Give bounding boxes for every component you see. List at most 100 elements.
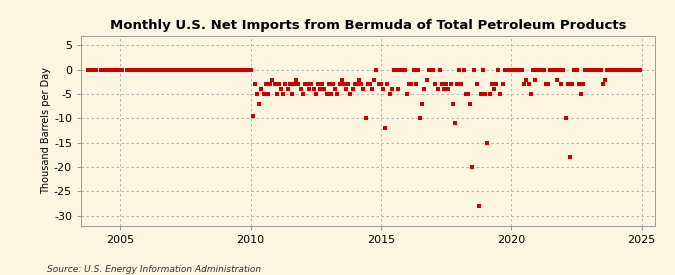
Point	[367, 87, 378, 92]
Point	[145, 68, 156, 72]
Point	[313, 82, 323, 87]
Point	[404, 82, 414, 87]
Point	[547, 68, 558, 72]
Point	[480, 92, 491, 96]
Point	[245, 68, 256, 72]
Point	[169, 68, 180, 72]
Point	[599, 77, 610, 82]
Point	[362, 82, 373, 87]
Point	[297, 92, 308, 96]
Point	[517, 68, 528, 72]
Point	[475, 92, 486, 96]
Point	[128, 68, 138, 72]
Point	[595, 68, 606, 72]
Point	[625, 68, 636, 72]
Point	[519, 82, 530, 87]
Point	[232, 68, 243, 72]
Point	[380, 126, 391, 130]
Point	[310, 92, 321, 96]
Point	[171, 68, 182, 72]
Point	[525, 92, 536, 96]
Point	[221, 68, 232, 72]
Point	[356, 82, 367, 87]
Point	[436, 82, 447, 87]
Point	[308, 87, 319, 92]
Point	[106, 68, 117, 72]
Point	[202, 68, 213, 72]
Y-axis label: Thousand Barrels per Day: Thousand Barrels per Day	[41, 67, 51, 194]
Point	[464, 102, 475, 106]
Point	[136, 68, 147, 72]
Point	[325, 92, 336, 96]
Point	[330, 87, 341, 92]
Point	[182, 68, 193, 72]
Point	[191, 68, 202, 72]
Point	[113, 68, 124, 72]
Point	[387, 87, 398, 92]
Point	[269, 82, 280, 87]
Point	[586, 68, 597, 72]
Point	[608, 68, 619, 72]
Point	[473, 204, 484, 208]
Point	[593, 68, 603, 72]
Point	[130, 68, 140, 72]
Point	[584, 68, 595, 72]
Point	[601, 68, 612, 72]
Point	[377, 87, 388, 92]
Point	[236, 68, 247, 72]
Point	[558, 68, 569, 72]
Point	[213, 68, 223, 72]
Point	[603, 68, 614, 72]
Point	[506, 68, 517, 72]
Point	[549, 68, 560, 72]
Point	[263, 92, 273, 96]
Point	[304, 87, 315, 92]
Point	[158, 68, 169, 72]
Point	[514, 68, 525, 72]
Point	[149, 68, 160, 72]
Point	[556, 82, 567, 87]
Point	[532, 68, 543, 72]
Point	[430, 82, 441, 87]
Point	[256, 87, 267, 92]
Point	[428, 68, 439, 72]
Point	[243, 68, 254, 72]
Point	[364, 82, 375, 87]
Point	[117, 68, 128, 72]
Point	[352, 82, 362, 87]
Point	[460, 92, 471, 96]
Point	[454, 68, 464, 72]
Point	[284, 82, 295, 87]
Point	[406, 82, 417, 87]
Point	[482, 141, 493, 145]
Point	[523, 82, 534, 87]
Point	[610, 68, 621, 72]
Point	[293, 82, 304, 87]
Point	[328, 82, 339, 87]
Point	[412, 68, 423, 72]
Point	[219, 68, 230, 72]
Point	[619, 68, 630, 72]
Point	[302, 82, 313, 87]
Point	[508, 68, 519, 72]
Point	[124, 68, 134, 72]
Point	[197, 68, 208, 72]
Point	[86, 68, 97, 72]
Point	[206, 68, 217, 72]
Point	[426, 68, 437, 72]
Point	[334, 82, 345, 87]
Point	[512, 68, 523, 72]
Point	[215, 68, 225, 72]
Point	[299, 82, 310, 87]
Point	[414, 116, 425, 121]
Point	[564, 155, 575, 160]
Point	[521, 77, 532, 82]
Point	[487, 82, 497, 87]
Point	[554, 68, 564, 72]
Point	[252, 92, 263, 96]
Point	[315, 87, 325, 92]
Point	[462, 92, 473, 96]
Point	[551, 77, 562, 82]
Point	[277, 92, 288, 96]
Point	[254, 102, 265, 106]
